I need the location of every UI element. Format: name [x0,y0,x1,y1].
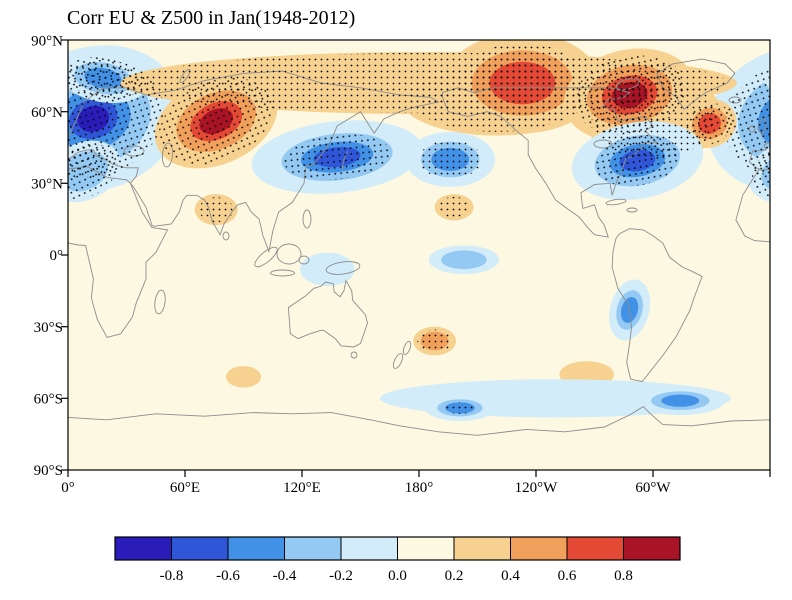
stipple-dateline-negative [418,140,482,179]
x-tick-label: 60°E [170,480,200,496]
coastline-australia [287,279,368,348]
stipple-europe-atlantic-negative [724,59,770,178]
colorbar-tick-label: -0.2 [329,568,353,584]
map-area [68,40,792,470]
colorbar-tick-label: -0.6 [216,568,240,584]
contour-europe-atlantic-negative [776,102,792,136]
x-axis-labels: 0° 60°E 120°E 180° 120°W 60°W [61,480,671,496]
axis-ticks [61,39,771,477]
y-tick-label: 60°N [31,105,63,121]
significance-stippling [68,42,770,414]
y-tick-label: 30°S [34,320,63,336]
stipple-india-positive [199,197,234,223]
colorbar-cell [340,536,398,561]
coastline-south-america [611,228,703,383]
contour-barents-negative [774,58,792,99]
stipple-west-atlantic-negative [594,135,681,187]
colorbar-tick-label: 0.6 [558,568,577,584]
colorbar-tick-label: 0.0 [388,568,407,584]
x-tick-label: 120°W [515,480,558,496]
stipple-east-asia-negative [284,134,391,180]
contour-southern-ocean-negative-atlantic [661,394,700,407]
stipple-siberia-positive [159,77,273,165]
contour-south-indian-positive [225,366,262,388]
colorbar [114,536,681,561]
stipple-arctic-canada-positive-west [459,42,585,124]
colorbar-tick-label: 0.2 [445,568,464,584]
colorbar-labels: -0.8 -0.6 -0.4 -0.2 0.0 0.2 0.4 0.6 0.8 [160,568,633,584]
y-tick-label: 30°N [31,177,63,193]
colorbar-cell [284,536,342,561]
colorbar-cell [171,536,229,561]
x-tick-label: 180° [405,480,434,496]
colorbar-tick-label: 0.8 [614,568,633,584]
colorbar-outline [114,536,681,561]
colorbar-tick-label: -0.4 [273,568,297,584]
stipple-barents-negative [68,57,141,100]
stipple-central-pacific-positive [438,196,470,218]
colorbar-cell [227,536,285,561]
x-tick-label: 0° [61,480,75,496]
contour-barents-negative [785,65,792,91]
colorbar-tick-label: 0.4 [501,568,520,584]
stipple-greenland-positive [573,55,686,135]
colorbar-cell [453,536,511,561]
x-tick-label: 60°W [635,480,671,496]
y-axis-labels: 90°N 60°N 30°N 0° 30°S 60°S 90°S [31,34,63,480]
stipple-north-atlantic-positive [686,102,733,145]
stipple-nw-africa-negative [751,143,770,200]
colorbar-cell [397,536,455,561]
x-tick-label: 120°E [283,480,321,496]
coastline-antarctica [68,406,770,436]
colorbar-cell [566,536,624,561]
stipple-southern-ocean-negative-pacific [444,401,476,414]
contour-maritime-continent-pale [300,252,355,287]
colorbar-cell [114,536,172,561]
colorbar-tick-label: -0.8 [160,568,184,584]
chart-title: Corr EU & Z500 in Jan(1948-2012) [67,7,355,29]
colorbar-cell [623,536,681,561]
y-tick-label: 60°S [34,392,63,408]
stipple-nw-africa-negative [68,143,118,200]
y-tick-label: 90°S [34,463,63,479]
y-tick-label: 0° [50,248,64,264]
stipple-new-zealand-positive [417,329,452,353]
colorbar-cell [510,536,568,561]
y-tick-label: 90°N [31,34,63,50]
coastline-africa [68,166,169,338]
contour-equatorial-pacific-negative [441,250,487,270]
